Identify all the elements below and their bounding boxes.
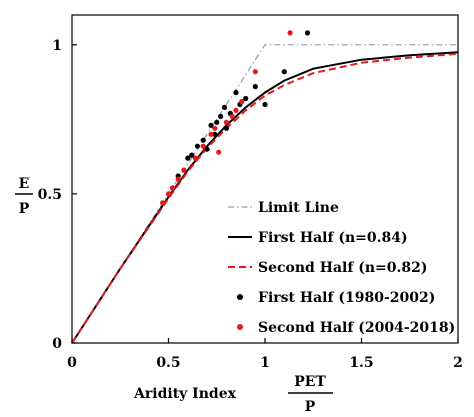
y-axis-denominator: P (19, 201, 30, 217)
data-point-first-half-1980-2002 (223, 125, 229, 131)
data-point-second-half-2004-2018 (287, 30, 293, 36)
data-point-second-half-2004-2018 (216, 149, 222, 155)
data-point-second-half-2004-2018 (165, 191, 172, 197)
data-point-first-half-1980-2002 (214, 119, 220, 125)
x-axis-numerator: PET (294, 374, 326, 390)
plot-area (71, 30, 459, 344)
x-tick-label: 0 (67, 355, 77, 371)
data-point-first-half-1980-2002 (262, 101, 268, 108)
x-tick-label: 2 (453, 355, 463, 371)
data-point-first-half-1980-2002 (252, 84, 258, 90)
data-point-second-half-2004-2018 (212, 125, 218, 131)
series-line-first-half-n-0-84 (71, 51, 459, 344)
data-point-first-half-1980-2002 (233, 89, 239, 96)
data-point-second-half-2004-2018 (252, 69, 258, 75)
y-tick-label: 1 (52, 38, 62, 54)
y-tick-label: 0 (52, 336, 62, 352)
x-tick-label: 1 (260, 355, 270, 371)
axis-ticks: 0 0.5 1 1.5 2 0 0.5 1 (38, 38, 463, 371)
data-point-first-half-1980-2002 (200, 137, 206, 143)
legend-label-first-half-points: First Half (1980-2002) (258, 290, 435, 306)
data-point-second-half-2004-2018 (175, 176, 181, 182)
data-point-first-half-1980-2002 (204, 146, 210, 152)
y-axis-numerator: E (19, 176, 30, 192)
x-tick-label: 0.5 (156, 355, 180, 371)
data-point-first-half-1980-2002 (221, 104, 228, 110)
data-point-first-half-1980-2002 (304, 30, 311, 36)
data-point-second-half-2004-2018 (200, 143, 206, 149)
data-point-first-half-1980-2002 (212, 131, 218, 137)
data-point-second-half-2004-2018 (169, 185, 175, 191)
data-point-first-half-1980-2002 (185, 155, 191, 161)
legend-symbol-second-half-points (237, 324, 243, 330)
x-axis-label: Aridity Index (133, 386, 237, 402)
y-tick-label: 0.5 (38, 187, 62, 203)
data-point-second-half-2004-2018 (233, 107, 239, 113)
legend-label-limit-line: Limit Line (258, 200, 339, 216)
data-point-second-half-2004-2018 (239, 98, 245, 105)
data-point-first-half-1980-2002 (218, 113, 224, 119)
legend-label-first-half-curve: First Half (n=0.84) (258, 230, 408, 246)
data-point-second-half-2004-2018 (208, 131, 214, 137)
data-point-first-half-1980-2002 (281, 69, 287, 75)
x-tick-label: 1.5 (349, 355, 373, 371)
data-point-second-half-2004-2018 (192, 155, 199, 161)
data-point-second-half-2004-2018 (223, 119, 229, 125)
series-line-second-half-n-0-82 (71, 52, 459, 344)
data-point-first-half-1980-2002 (243, 95, 249, 102)
legend-label-second-half-points: Second Half (2004-2018) (258, 320, 455, 336)
legend: Limit Line First Half (n=0.84) Second Ha… (228, 200, 455, 336)
data-point-first-half-1980-2002 (208, 122, 214, 128)
data-point-first-half-1980-2002 (194, 143, 200, 149)
data-point-second-half-2004-2018 (160, 200, 166, 206)
legend-label-second-half-curve: Second Half (n=0.82) (258, 260, 428, 276)
legend-symbol-first-half-points (237, 294, 243, 300)
data-point-first-half-1980-2002 (189, 152, 195, 158)
data-point-second-half-2004-2018 (181, 167, 187, 173)
x-axis-denominator: P (305, 399, 316, 415)
data-point-second-half-2004-2018 (229, 113, 235, 119)
